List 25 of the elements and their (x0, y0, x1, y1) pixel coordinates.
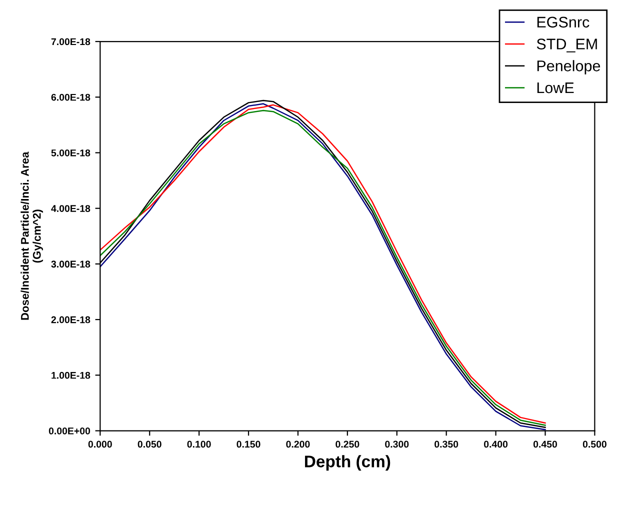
y-tick-label: 1.00E-18 (52, 372, 90, 379)
x-tick-label: 0.000 (88, 440, 112, 448)
x-tick-label: 0.050 (138, 440, 162, 448)
y-tick-label: 6.00E-18 (51, 94, 90, 101)
y-axis-title: Dose/Incident Particle/Inci. Area (Gy/cm^2) (20, 152, 43, 320)
legend-label: STD_EM (536, 38, 597, 52)
y-tick-label: 7.00E-18 (51, 38, 90, 46)
x-tick-label: 0.100 (187, 440, 211, 448)
x-tick-label: 0.150 (236, 440, 260, 448)
y-tick-label: 5.00E-18 (51, 149, 90, 156)
x-tick-label: 0.300 (385, 440, 409, 448)
y-tick-label: 4.00E-18 (51, 205, 90, 212)
legend-label: LowE (537, 82, 574, 94)
y-tick-label: 0.00E+00 (48, 428, 90, 434)
x-axis-title: Depth (cm) (305, 455, 390, 471)
x-tick-label: 0.400 (484, 440, 508, 448)
y-tick-label: 2.00E-18 (51, 316, 90, 324)
x-tick-label: 0.450 (533, 440, 558, 448)
legend-label: EGSnrc (537, 16, 590, 28)
x-tick-label: 0.200 (286, 440, 310, 448)
x-tick-label: 0.250 (336, 440, 360, 448)
x-tick-label: 0.500 (582, 440, 606, 448)
y-tick-label: 3.00E-18 (51, 260, 90, 268)
x-tick-label: 0.350 (434, 440, 458, 448)
legend-label: Penelope (537, 60, 600, 74)
